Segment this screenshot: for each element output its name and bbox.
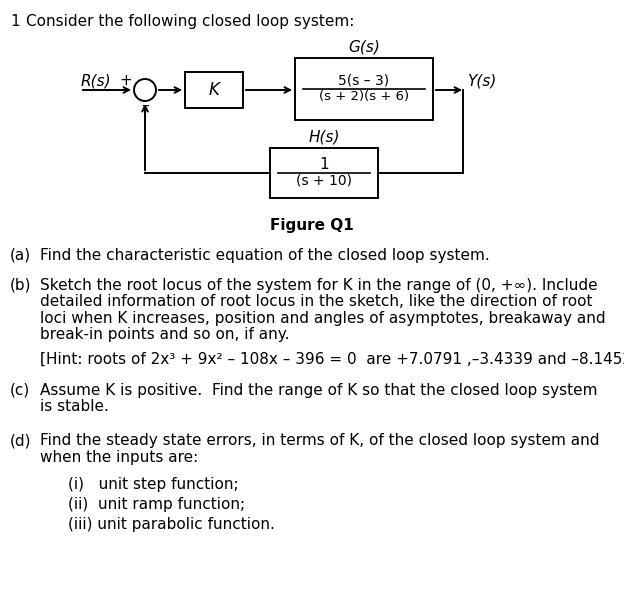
Text: +: +	[119, 73, 132, 88]
Text: 1: 1	[10, 14, 19, 29]
Bar	[295, 58, 433, 120]
Text: is stable.: is stable.	[40, 399, 109, 414]
Text: H(s): H(s)	[308, 129, 339, 144]
Text: (a): (a)	[10, 248, 31, 263]
Text: Figure Q1: Figure Q1	[270, 218, 354, 233]
Text: loci when K increases, position and angles of asymptotes, breakaway and: loci when K increases, position and angl…	[40, 311, 606, 326]
Text: Find the steady state errors, in terms of K, of the closed loop system and: Find the steady state errors, in terms o…	[40, 434, 600, 448]
Text: (ii)  unit ramp function;: (ii) unit ramp function;	[68, 497, 245, 512]
Text: Y(s): Y(s)	[467, 74, 496, 89]
Text: Consider the following closed loop system:: Consider the following closed loop syste…	[26, 14, 354, 29]
Text: (d): (d)	[10, 434, 31, 448]
Text: (i)   unit step function;: (i) unit step function;	[68, 477, 238, 492]
Text: Find the characteristic equation of the closed loop system.: Find the characteristic equation of the …	[40, 248, 490, 263]
Text: (b): (b)	[10, 278, 31, 293]
Text: K: K	[208, 81, 220, 99]
Text: break-in points and so on, if any.: break-in points and so on, if any.	[40, 328, 290, 343]
Bar	[270, 148, 378, 198]
Text: (s + 10): (s + 10)	[296, 174, 352, 188]
Text: detailed information of root locus in the sketch, like the direction of root: detailed information of root locus in th…	[40, 294, 593, 310]
Bar	[185, 72, 243, 108]
Text: G(s): G(s)	[348, 39, 380, 54]
Text: 1: 1	[319, 157, 329, 172]
Text: when the inputs are:: when the inputs are:	[40, 450, 198, 465]
Text: (s + 2)(s + 6): (s + 2)(s + 6)	[319, 90, 409, 103]
Text: R(s): R(s)	[81, 74, 112, 89]
Text: [Hint: roots of 2x³ + 9x² – 108x – 396 = 0  are +7.0791 ,–3.4339 and –8.1452]: [Hint: roots of 2x³ + 9x² – 108x – 396 =…	[40, 352, 624, 367]
Text: Assume K is positive.  Find the range of K so that the closed loop system: Assume K is positive. Find the range of …	[40, 383, 598, 398]
Text: (iii) unit parabolic function.: (iii) unit parabolic function.	[68, 517, 275, 532]
Text: (c): (c)	[10, 383, 30, 398]
Text: –: –	[141, 98, 149, 113]
Text: Sketch the root locus of the system for K in the range of (0, +∞). Include: Sketch the root locus of the system for …	[40, 278, 598, 293]
Text: 5(s – 3): 5(s – 3)	[338, 74, 389, 88]
